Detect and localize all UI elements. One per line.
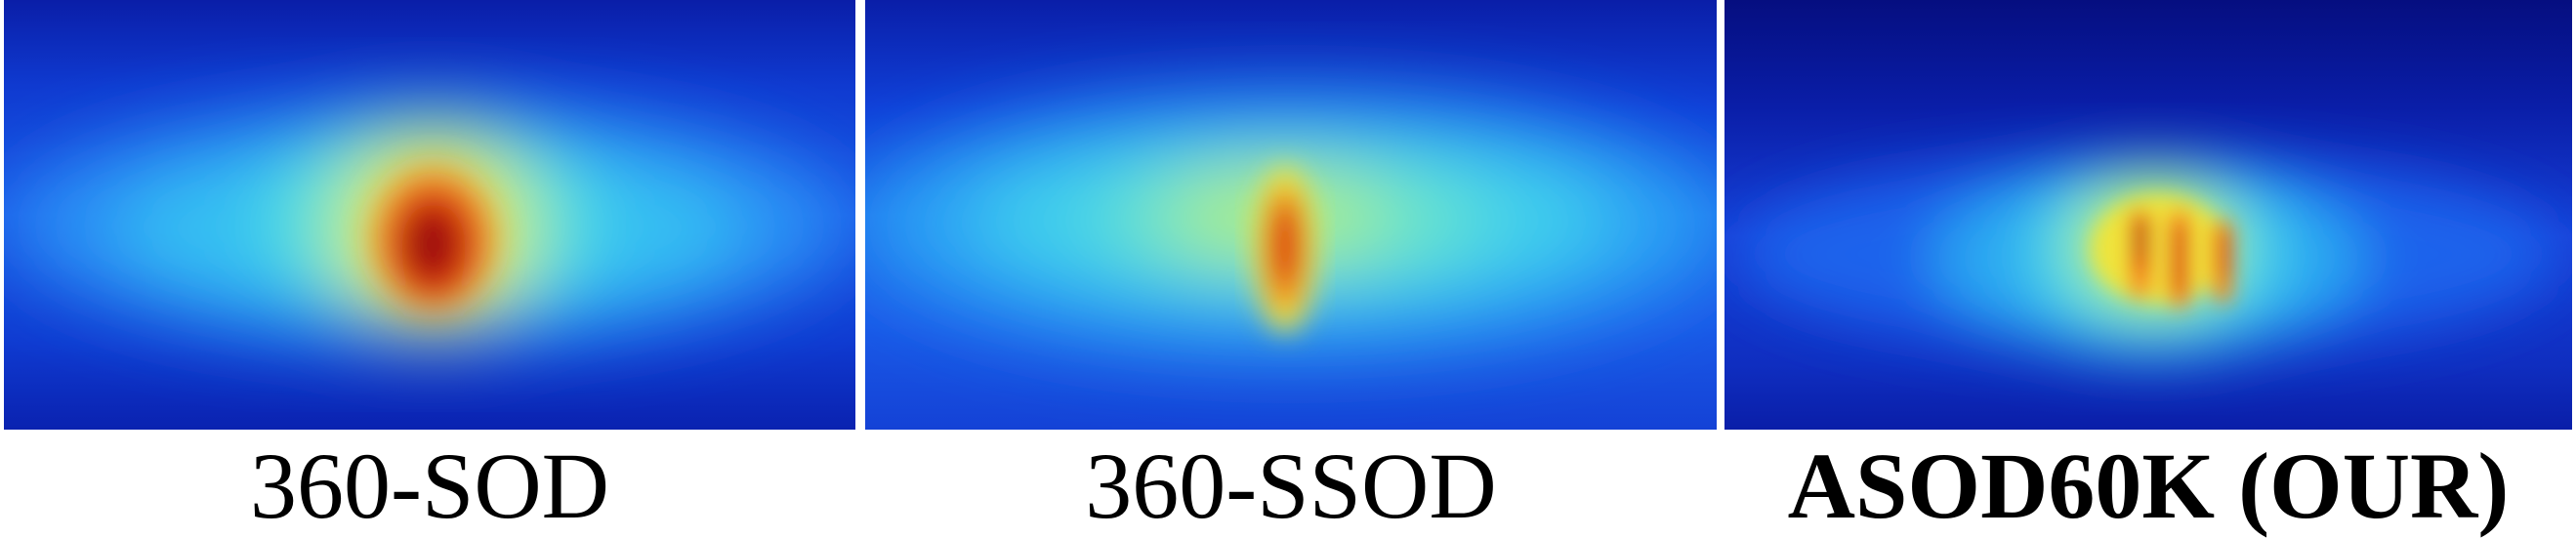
saliency-heatmap-360-sod — [4, 0, 855, 430]
heatmap-graphic — [1724, 0, 2572, 430]
caption-360-ssod: 360-SSOD — [1085, 434, 1497, 538]
heatmap-graphic — [865, 0, 1717, 430]
caption-asod60k: ASOD60K (OUR) — [1787, 434, 2510, 538]
heatmap-graphic — [4, 0, 855, 430]
saliency-heatmap-asod60k — [1724, 0, 2572, 430]
saliency-heatmap-360-ssod — [865, 0, 1717, 430]
caption-360-sod: 360-SOD — [249, 434, 609, 538]
